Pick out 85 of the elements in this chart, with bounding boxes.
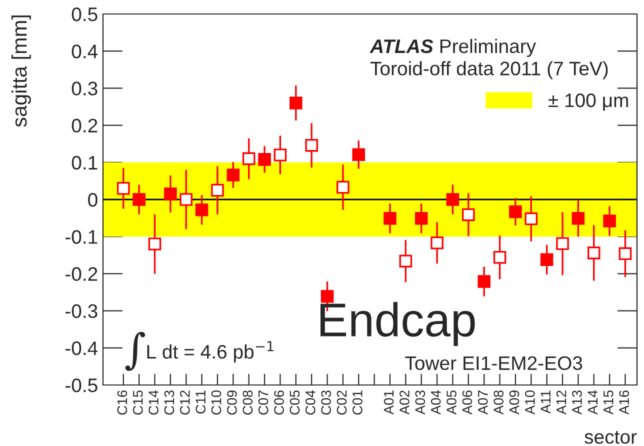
point — [242, 152, 256, 166]
x-tick-label: C05 — [290, 390, 300, 415]
x-tick-label: A16 — [619, 390, 629, 415]
point — [478, 275, 490, 288]
point — [290, 96, 302, 110]
point — [446, 193, 460, 206]
x-tick-label: C16 — [117, 390, 128, 415]
x-tick-label: C12 — [180, 390, 190, 415]
x-tick-label: C08 — [242, 390, 253, 415]
point — [414, 212, 428, 225]
annotation: Tower EI1-EM2-EO3 — [405, 356, 582, 370]
point — [226, 168, 240, 182]
annotation: Endcap — [320, 302, 475, 346]
x-tick-label: A08 — [494, 390, 504, 415]
x-tick-label: A06 — [462, 390, 472, 415]
x-tick-label: A13 — [572, 390, 582, 415]
x-tick-label: C07 — [258, 390, 268, 415]
x-tick-label: C15 — [132, 390, 143, 415]
x-tick-label: C11 — [196, 390, 206, 414]
point — [430, 236, 444, 250]
point — [352, 148, 366, 161]
x-tick-label: C09 — [227, 390, 237, 415]
x-tick-label: C04 — [305, 390, 316, 415]
y-tick-label: -0.4 — [66, 341, 98, 356]
point — [320, 290, 334, 303]
x-tick-label: C02 — [336, 390, 347, 415]
x-tick-label: A11 — [540, 390, 550, 414]
legend-label: ± 100 μm — [548, 93, 628, 111]
annotation: ATLAS — [370, 39, 434, 54]
x-tick-label: A12 — [556, 390, 566, 415]
x-tick-label: C10 — [211, 390, 222, 415]
y-tick-label: -0.2 — [66, 267, 98, 281]
point — [148, 238, 162, 250]
x-tick-label: C06 — [274, 390, 284, 415]
x-tick-label: A09 — [509, 390, 520, 415]
y-tick-label: 0.4 — [72, 44, 98, 58]
annotation: Preliminary — [440, 38, 536, 57]
annotation: L dt = 4.6 pb$^{−1}$ — [147, 341, 274, 363]
x-tick-label: A07 — [478, 390, 488, 415]
x-tick-label: A05 — [446, 390, 456, 415]
x-tick-label: A10 — [525, 390, 535, 415]
point — [556, 237, 569, 250]
point — [587, 246, 600, 260]
point — [618, 247, 632, 260]
annotation: ∫ — [125, 332, 146, 371]
point — [258, 153, 271, 166]
y-tick-label: 0.5 — [72, 7, 98, 22]
x-tick-label: A15 — [604, 390, 614, 415]
point — [211, 184, 224, 197]
point — [132, 193, 146, 206]
y-tick-label: 0.1 — [72, 156, 98, 170]
point — [462, 208, 475, 222]
x-tick-label: A14 — [588, 390, 598, 415]
y-tick-label: -0.3 — [66, 304, 98, 318]
point — [180, 193, 193, 206]
x-tick-label: C03 — [321, 390, 331, 415]
x-tick-label: A03 — [415, 390, 426, 415]
point — [572, 212, 585, 225]
point — [195, 203, 208, 216]
x-tick-label: C01 — [352, 390, 362, 415]
point — [384, 212, 396, 225]
point — [336, 180, 350, 194]
point — [540, 253, 554, 266]
point — [116, 182, 130, 195]
x-tick-label: A02 — [400, 390, 410, 415]
y-tick-label: 0.2 — [72, 118, 98, 133]
point — [399, 254, 412, 268]
y-tick-label: -0.1 — [66, 230, 98, 244]
y-tick-label: 0 — [88, 192, 98, 207]
y-tick-label: -0.5 — [66, 378, 98, 392]
point — [274, 148, 287, 162]
point — [493, 250, 506, 264]
annotation: Toroid-off data 2011 (7 TeV) — [370, 61, 608, 80]
y-axis-title: sagitta [mm] — [11, 15, 31, 127]
y-tick-label: 0.3 — [72, 82, 98, 96]
x-axis-title: sector — [584, 431, 637, 444]
x-tick-label: C14 — [148, 390, 158, 415]
point — [509, 205, 522, 218]
point — [305, 138, 318, 152]
point — [164, 188, 177, 200]
x-tick-label: A04 — [430, 390, 441, 415]
point — [603, 214, 616, 228]
point — [524, 212, 538, 226]
x-tick-label: C13 — [164, 390, 174, 415]
x-tick-label: A01 — [384, 390, 394, 415]
